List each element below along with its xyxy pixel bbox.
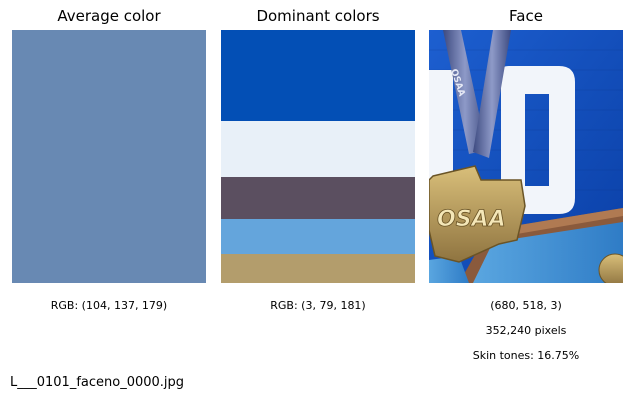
jersey-number-zero [501,66,575,214]
average-color-swatch [12,30,206,283]
dominant-color-stripe-2 [221,121,415,177]
dominant-color-rgb: RGB: (3, 79, 181) [270,299,366,312]
face-image-shape: (680, 518, 3) [490,299,562,312]
average-color-rgb: RGB: (104, 137, 179) [50,299,168,312]
dominant-colors-title: Dominant colors [256,7,380,25]
image-filename: L___0101_faceno_0000.jpg [10,375,185,390]
dominant-colors-swatch [221,30,415,283]
dominant-color-stripe-5 [221,254,415,283]
photo-illustration: OSAA OSAA [429,30,623,283]
dominant-color-stripe-4 [221,219,415,254]
dominant-color-stripe-3 [221,177,415,219]
average-color-title: Average color [57,7,161,25]
medal-text: OSAA [437,207,506,232]
blue-floor [473,222,623,283]
face-skin-tones: Skin tones: 16.75% [472,349,580,362]
dominant-color-stripe-1 [221,30,415,121]
lanyard-left [443,30,487,154]
lanyard-right [473,30,511,158]
coin [598,253,623,283]
face-title: Face [509,7,543,25]
face-image: OSAA OSAA [429,30,623,283]
face-pixel-count: 352,240 pixels [485,324,567,337]
medal [429,165,526,263]
